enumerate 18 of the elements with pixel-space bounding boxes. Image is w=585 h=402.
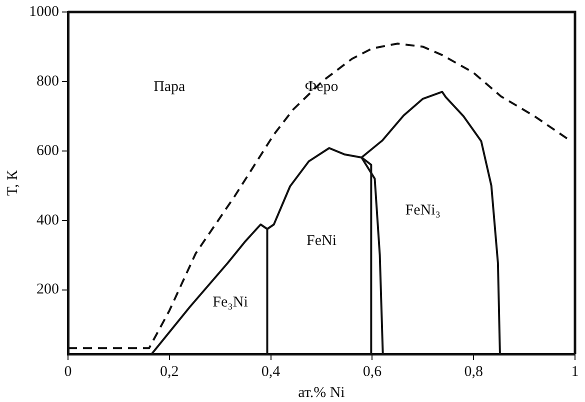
x-tick-label: 1	[571, 364, 579, 380]
x-tick-label: 0	[64, 364, 72, 380]
x-tick-label: 0,2	[160, 364, 179, 380]
annotation: Пара	[154, 79, 186, 96]
annotation: FeNi₃	[405, 202, 441, 218]
x-tick-label: 0,6	[362, 364, 382, 380]
x-tick-label: 0,8	[464, 364, 483, 380]
annotation: Fe₃Ni	[212, 294, 248, 311]
y-tick-label: 400	[36, 212, 59, 228]
y-tick-label: 200	[36, 282, 59, 298]
y-tick-label: 1000	[29, 4, 59, 20]
x-tick-label: 0,4	[261, 364, 281, 380]
annotation: Феро	[304, 79, 338, 96]
annotation: FeNi	[306, 233, 336, 250]
y-tick-label: 600	[36, 142, 59, 159]
x-axis-title: ат.% Ni	[298, 384, 345, 401]
y-tick-label: 800	[36, 73, 59, 90]
y-axis-title: T, К	[4, 169, 21, 196]
